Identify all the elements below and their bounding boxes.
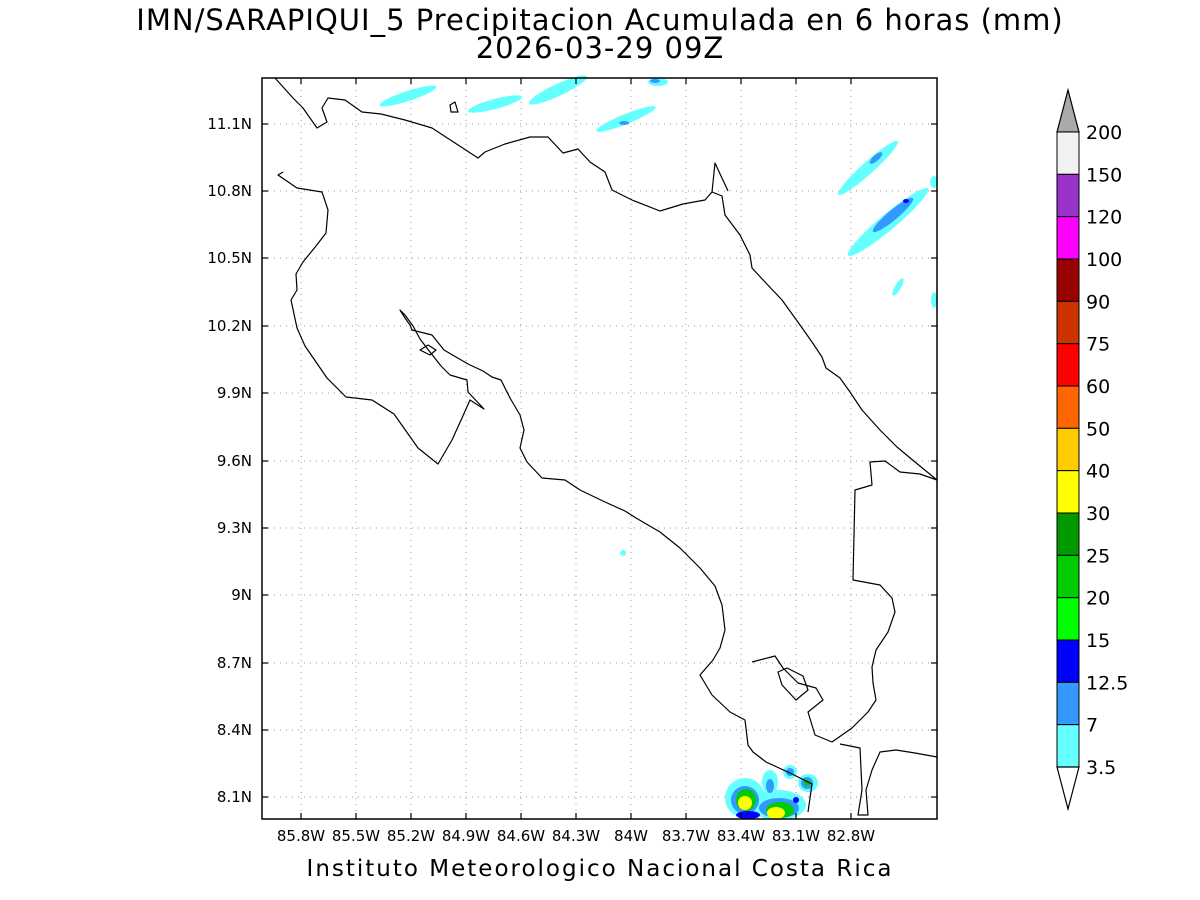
- colorbar-label: 60: [1086, 376, 1110, 398]
- longitude-labels: 85.8W 85.5W 85.2W 84.9W 84.6W 84.3W 84W 83.7W 83…: [277, 827, 875, 845]
- lat-tick-label: 10.2N: [207, 317, 252, 335]
- precip-area: [379, 85, 437, 107]
- colorbar-label: 7: [1086, 715, 1098, 737]
- colorbar-swatch: [1056, 427, 1080, 472]
- colorbar-label: 75: [1086, 334, 1110, 356]
- colorbar-label: 15: [1086, 630, 1110, 652]
- precip-area: [467, 95, 523, 113]
- coastline-caribbean: [711, 191, 938, 481]
- map-frame: [261, 77, 938, 820]
- map-grid: [262, 78, 937, 819]
- lat-tick-label: 8.1N: [217, 788, 252, 806]
- colorbar-swatch: [1056, 639, 1080, 683]
- colorbar-swatch: [1056, 597, 1080, 641]
- lat-tick-label: 8.4N: [217, 721, 252, 739]
- precip-area: [804, 780, 810, 786]
- lon-tick-label: 85.2W: [387, 827, 435, 845]
- colorbar-swatch: [1056, 131, 1080, 175]
- coastline-west: [277, 171, 813, 813]
- colorbar-label: 120: [1086, 207, 1122, 229]
- colorbar-swatch: [1056, 216, 1080, 260]
- map-title: IMN/SARAPIQUI_5 Precipitacion Acumulada …: [136, 3, 1064, 37]
- precip-area: [650, 79, 660, 83]
- colorbar-label: 200: [1086, 122, 1122, 144]
- precip-area: [619, 121, 629, 125]
- precip-area: [872, 197, 914, 233]
- colorbar-label: 50: [1086, 418, 1110, 440]
- precip-area: [767, 807, 785, 819]
- lat-tick-label: 11.1N: [207, 115, 252, 133]
- island: [449, 101, 459, 113]
- map-valid-time: 2026-03-29 09Z: [475, 31, 725, 65]
- lon-tick-label: 84.9W: [442, 827, 490, 845]
- latitude-labels: 11.1N 10.8N 10.5N 10.2N 9.9N 9.6N 9.3N 9N 8.7N 8.…: [207, 115, 252, 806]
- colorbar-swatch: [1056, 343, 1080, 387]
- colorbar-swatch: [1056, 681, 1080, 726]
- precip-area: [793, 797, 799, 803]
- peninsula-inner: [777, 667, 809, 701]
- lon-tick-label: 83.1W: [772, 827, 820, 845]
- colorbar-swatch: [1056, 258, 1080, 302]
- coastline-north: [274, 77, 729, 212]
- precip-area: [892, 278, 904, 296]
- lat-tick-label: 8.7N: [217, 654, 252, 672]
- precip-area: [738, 796, 752, 810]
- colorbar-swatch: [1056, 554, 1080, 599]
- panama-border: [839, 743, 938, 816]
- precip-area: [869, 152, 883, 164]
- lat-tick-label: 9.9N: [217, 384, 252, 402]
- colorbar-label: 30: [1086, 503, 1110, 525]
- precipitation-shading: [379, 75, 938, 820]
- precip-area: [931, 292, 937, 308]
- lon-tick-label: 84W: [614, 827, 648, 845]
- colorbar-label: 20: [1086, 588, 1110, 610]
- precip-area: [930, 176, 938, 188]
- colorbar-label: 90: [1086, 291, 1110, 313]
- coastline: [274, 77, 938, 816]
- colorbar-swatch: [1056, 385, 1080, 429]
- axis-ticks: [262, 78, 937, 819]
- colorbar-swatch: [1056, 470, 1080, 514]
- lon-tick-label: 84.3W: [552, 827, 600, 845]
- colorbar-label: 100: [1086, 249, 1122, 271]
- lat-tick-label: 9N: [231, 586, 252, 604]
- peninsula-osa: [751, 460, 938, 743]
- colorbar-label: 12.5: [1086, 672, 1128, 694]
- lon-tick-label: 83.4W: [717, 827, 765, 845]
- island: [419, 344, 437, 356]
- colorbar-top-arrow: [1056, 87, 1080, 133]
- precip-area: [528, 75, 588, 105]
- precip-area: [903, 199, 909, 203]
- lat-tick-label: 10.5N: [207, 249, 252, 267]
- precip-area: [596, 106, 656, 132]
- precip-area: [766, 779, 774, 793]
- lon-tick-label: 83.7W: [662, 827, 710, 845]
- precip-area: [620, 550, 626, 556]
- credit-text: Instituto Meteorologico Nacional Costa R…: [306, 856, 894, 882]
- colorbar-label: 150: [1086, 164, 1122, 186]
- colorbar-swatch: [1056, 512, 1080, 556]
- precip-area: [736, 811, 760, 819]
- lon-tick-label: 82.8W: [827, 827, 875, 845]
- colorbar-swatch: [1056, 724, 1080, 768]
- precip-area: [838, 140, 898, 196]
- colorbar-bottom-arrow: [1056, 766, 1080, 812]
- colorbar-swatch: [1056, 300, 1080, 345]
- colorbar-label: 40: [1086, 461, 1110, 483]
- lon-tick-label: 85.5W: [332, 827, 380, 845]
- colorbar: 200 150 120 100 90 75 60 50 40 30 25 20 15 12.5 7 3.5: [1056, 87, 1128, 812]
- colorbar-swatch: [1056, 173, 1080, 218]
- lat-tick-label: 10.8N: [207, 182, 252, 200]
- lon-tick-label: 85.8W: [277, 827, 325, 845]
- lat-tick-label: 9.3N: [217, 519, 252, 537]
- colorbar-label: 3.5: [1086, 757, 1116, 779]
- colorbar-label: 25: [1086, 545, 1110, 567]
- lat-tick-label: 9.6N: [217, 452, 252, 470]
- lon-tick-label: 84.6W: [497, 827, 545, 845]
